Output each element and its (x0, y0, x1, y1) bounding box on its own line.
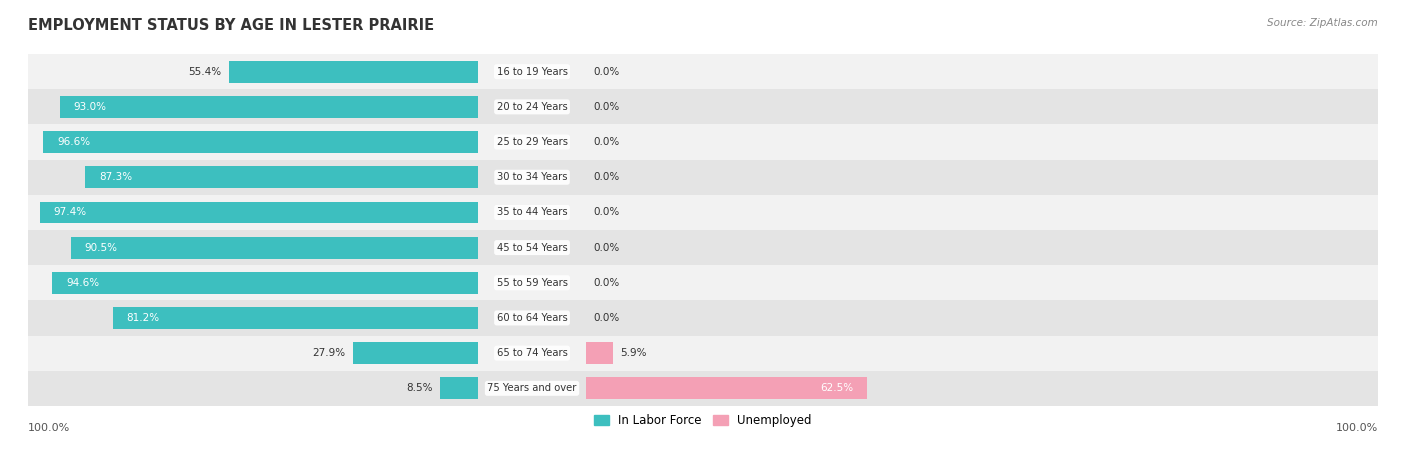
Text: 90.5%: 90.5% (84, 243, 117, 253)
Text: 97.4%: 97.4% (53, 207, 86, 217)
Text: 16 to 19 Years: 16 to 19 Years (496, 67, 568, 77)
Text: 0.0%: 0.0% (593, 102, 620, 112)
Text: 8.5%: 8.5% (406, 383, 433, 393)
Text: 55.4%: 55.4% (188, 67, 222, 77)
Text: 0.0%: 0.0% (593, 278, 620, 288)
Bar (112, 307, 478, 329)
Bar (28, 300, 1378, 336)
Text: 0.0%: 0.0% (593, 207, 620, 217)
Text: 62.5%: 62.5% (821, 383, 853, 393)
Text: 87.3%: 87.3% (98, 172, 132, 182)
Bar (59, 96, 478, 118)
Text: 20 to 24 Years: 20 to 24 Years (496, 102, 568, 112)
Bar (28, 124, 1378, 160)
Bar (28, 371, 1378, 406)
Text: 5.9%: 5.9% (620, 348, 647, 358)
Bar (52, 272, 478, 294)
Bar (28, 160, 1378, 195)
Bar (229, 61, 478, 83)
Bar (28, 230, 1378, 265)
Text: EMPLOYMENT STATUS BY AGE IN LESTER PRAIRIE: EMPLOYMENT STATUS BY AGE IN LESTER PRAIR… (28, 18, 434, 33)
Bar (28, 265, 1378, 300)
Text: 75 Years and over: 75 Years and over (488, 383, 576, 393)
Bar (39, 202, 478, 223)
Text: Source: ZipAtlas.com: Source: ZipAtlas.com (1267, 18, 1378, 28)
Text: 55 to 59 Years: 55 to 59 Years (496, 278, 568, 288)
Text: 81.2%: 81.2% (127, 313, 159, 323)
Bar (28, 54, 1378, 89)
Bar (44, 131, 478, 153)
Bar (70, 237, 478, 258)
Text: 96.6%: 96.6% (56, 137, 90, 147)
Text: 45 to 54 Years: 45 to 54 Years (496, 243, 568, 253)
Bar (586, 342, 613, 364)
Bar (353, 342, 478, 364)
Text: 27.9%: 27.9% (312, 348, 346, 358)
Text: 0.0%: 0.0% (593, 67, 620, 77)
Bar (28, 336, 1378, 371)
Bar (86, 166, 478, 188)
Bar (440, 377, 478, 399)
Bar (28, 89, 1378, 124)
Text: 93.0%: 93.0% (73, 102, 105, 112)
Text: 0.0%: 0.0% (593, 313, 620, 323)
Text: 100.0%: 100.0% (1336, 423, 1378, 433)
Text: 30 to 34 Years: 30 to 34 Years (496, 172, 567, 182)
Bar (586, 377, 868, 399)
Text: 0.0%: 0.0% (593, 172, 620, 182)
Text: 65 to 74 Years: 65 to 74 Years (496, 348, 568, 358)
Legend: In Labor Force, Unemployed: In Labor Force, Unemployed (589, 409, 817, 432)
Text: 100.0%: 100.0% (28, 423, 70, 433)
Text: 0.0%: 0.0% (593, 137, 620, 147)
Text: 25 to 29 Years: 25 to 29 Years (496, 137, 568, 147)
Bar (28, 195, 1378, 230)
Text: 60 to 64 Years: 60 to 64 Years (496, 313, 568, 323)
Text: 35 to 44 Years: 35 to 44 Years (496, 207, 568, 217)
Text: 94.6%: 94.6% (66, 278, 98, 288)
Text: 0.0%: 0.0% (593, 243, 620, 253)
